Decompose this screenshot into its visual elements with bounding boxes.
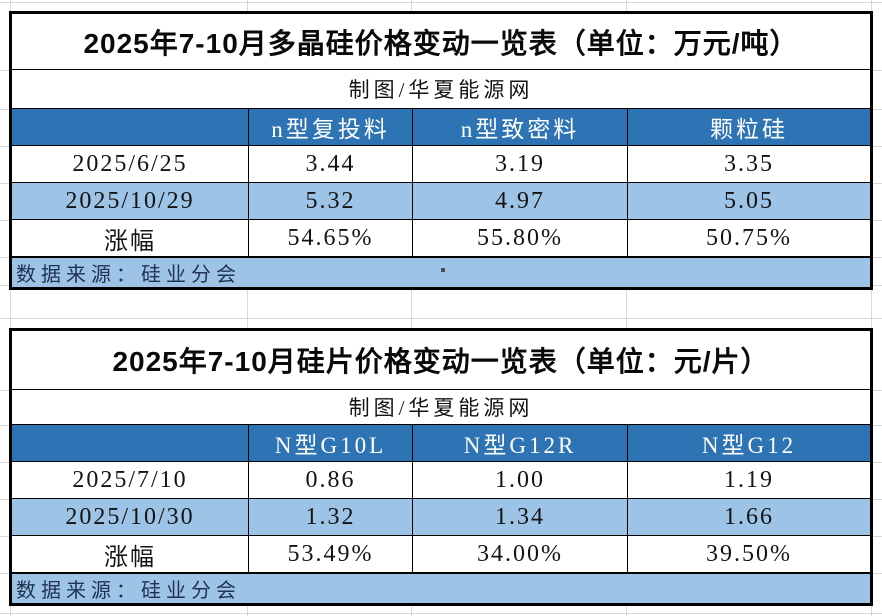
price-cell: 1.34 bbox=[412, 498, 628, 536]
excel-gridline bbox=[626, 0, 627, 616]
price-cell: 1.19 bbox=[627, 461, 872, 499]
excel-gridline bbox=[0, 613, 882, 614]
price-cell: 3.35 bbox=[627, 145, 872, 183]
table-row: 2025/10/29 5.32 4.97 5.05 bbox=[10, 182, 872, 220]
excel-gridline bbox=[411, 0, 412, 616]
table-row: 2025/6/25 3.44 3.19 3.35 bbox=[10, 145, 872, 183]
credit-note: 制图/华夏能源网 bbox=[10, 69, 872, 109]
credit-note: 制图/华夏能源网 bbox=[10, 389, 872, 425]
source-row: 数据来源：硅业分会 bbox=[10, 572, 872, 605]
blank-header-cell bbox=[10, 424, 249, 462]
table-title: 2025年7-10月多晶硅价格变动一览表（单位：万元/吨） bbox=[10, 12, 872, 70]
row-label: 涨幅 bbox=[10, 219, 249, 258]
change-cell: 50.75% bbox=[627, 219, 872, 258]
row-label: 2025/6/25 bbox=[10, 145, 249, 183]
column-header-row: n型复投料 n型致密料 颗粒硅 bbox=[10, 108, 872, 146]
price-cell: 1.00 bbox=[412, 461, 628, 499]
column-header: N型G12R bbox=[412, 424, 628, 462]
credit-row: 制图/华夏能源网 bbox=[10, 389, 872, 425]
row-label: 2025/10/30 bbox=[10, 498, 249, 536]
table-row: 2025/7/10 0.86 1.00 1.19 bbox=[10, 461, 872, 499]
price-cell: 1.66 bbox=[627, 498, 872, 536]
row-label: 2025/10/29 bbox=[10, 182, 249, 220]
polysilicon-price-table: 2025年7-10月多晶硅价格变动一览表（单位：万元/吨） 制图/华夏能源网 n… bbox=[9, 11, 873, 290]
change-cell: 39.50% bbox=[627, 535, 872, 574]
credit-row: 制图/华夏能源网 bbox=[10, 69, 872, 109]
table-row: 涨幅 53.49% 34.00% 39.50% bbox=[10, 535, 872, 574]
source-row: 数据来源：硅业分会 bbox=[10, 256, 872, 289]
table-title-row: 2025年7-10月硅片价格变动一览表（单位：元/片） bbox=[10, 329, 872, 390]
column-header: n型致密料 bbox=[412, 108, 628, 146]
wafer-price-table: 2025年7-10月硅片价格变动一览表（单位：元/片） 制图/华夏能源网 N型G… bbox=[9, 328, 873, 606]
excel-gridline bbox=[0, 318, 882, 319]
excel-gridline bbox=[0, 2, 882, 3]
data-source-note: 数据来源：硅业分会 bbox=[10, 256, 872, 289]
column-header: n型复投料 bbox=[248, 108, 413, 146]
change-cell: 55.80% bbox=[412, 219, 628, 258]
table-row: 涨幅 54.65% 55.80% 50.75% bbox=[10, 219, 872, 258]
blank-header-cell bbox=[10, 108, 249, 146]
table-title-row: 2025年7-10月多晶硅价格变动一览表（单位：万元/吨） bbox=[10, 12, 872, 70]
column-header-row: N型G10L N型G12R N型G12 bbox=[10, 424, 872, 462]
column-header: N型G10L bbox=[248, 424, 413, 462]
excel-gridline bbox=[247, 0, 248, 616]
price-cell: 0.86 bbox=[248, 461, 413, 499]
column-header: 颗粒硅 bbox=[627, 108, 872, 146]
price-cell: 3.19 bbox=[412, 145, 628, 183]
price-cell: 1.32 bbox=[248, 498, 413, 536]
stray-dot bbox=[441, 268, 445, 272]
price-cell: 3.44 bbox=[248, 145, 413, 183]
excel-gridline bbox=[871, 0, 872, 616]
row-label: 2025/7/10 bbox=[10, 461, 249, 499]
price-cell: 5.32 bbox=[248, 182, 413, 220]
data-source-note: 数据来源：硅业分会 bbox=[10, 572, 872, 605]
column-header: N型G12 bbox=[627, 424, 872, 462]
row-label: 涨幅 bbox=[10, 535, 249, 574]
change-cell: 53.49% bbox=[248, 535, 413, 574]
table-title: 2025年7-10月硅片价格变动一览表（单位：元/片） bbox=[10, 329, 872, 390]
table-row: 2025/10/30 1.32 1.34 1.66 bbox=[10, 498, 872, 536]
price-cell: 4.97 bbox=[412, 182, 628, 220]
price-cell: 5.05 bbox=[627, 182, 872, 220]
change-cell: 54.65% bbox=[248, 219, 413, 258]
excel-gridline bbox=[10, 0, 11, 616]
change-cell: 34.00% bbox=[412, 535, 628, 574]
